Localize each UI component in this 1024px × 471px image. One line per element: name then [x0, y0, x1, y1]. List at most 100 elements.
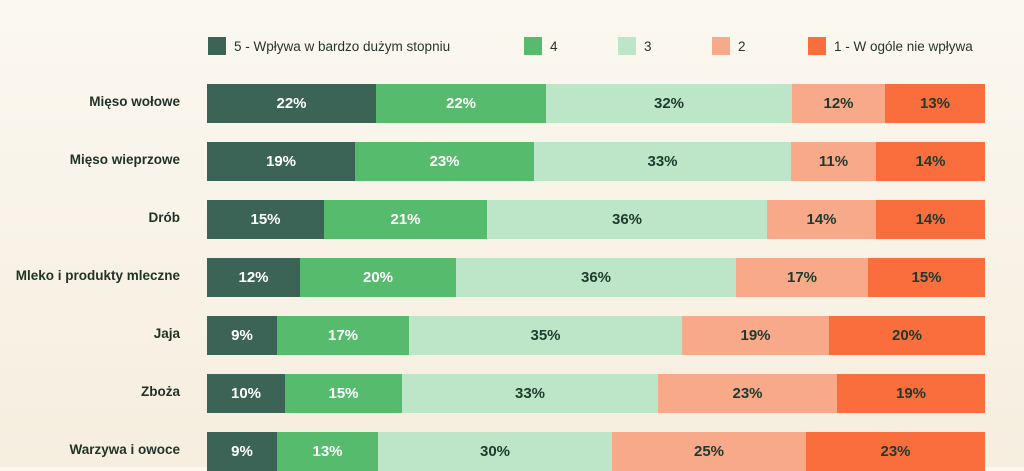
legend-swatch: [208, 37, 226, 55]
bar-segment: 14%: [876, 142, 985, 181]
data-label: 36%: [611, 211, 643, 228]
legend-label: 2: [738, 38, 746, 54]
legend-swatch: [712, 37, 730, 55]
bar-segment: 19%: [682, 316, 829, 355]
legend-label: 3: [644, 38, 652, 54]
bar-segment: 12%: [207, 258, 300, 297]
bar-segment: 36%: [487, 200, 767, 239]
data-label: 14%: [915, 211, 946, 228]
bar-segment: 23%: [658, 374, 837, 413]
bar-segment: 15%: [868, 258, 985, 297]
data-label: 19%: [265, 153, 297, 170]
data-label: 35%: [530, 327, 561, 344]
legend-item-5: 1 - W ogóle nie wpływa: [808, 36, 973, 56]
bar-segment: 11%: [791, 142, 876, 181]
bar-segment: 22%: [376, 84, 546, 123]
data-label: 19%: [740, 327, 771, 344]
bar-segment: 15%: [207, 200, 324, 239]
data-label: 17%: [786, 269, 818, 286]
data-label: 23%: [880, 443, 911, 460]
bar-row: 9% 13% 30% 25% 23%: [207, 432, 985, 471]
data-label: 22%: [276, 95, 307, 112]
bar-row: 19% 23% 33% 11% 14%: [207, 142, 985, 181]
data-label: 20%: [362, 269, 394, 286]
data-label: 14%: [915, 153, 946, 170]
bar-row: 10% 15% 33% 23% 19%: [207, 374, 985, 413]
bar-segment: 13%: [277, 432, 378, 471]
legend-swatch: [808, 37, 826, 55]
bar-segment: 14%: [876, 200, 985, 239]
bar-segment: 36%: [456, 258, 736, 297]
bar-segment: 19%: [837, 374, 985, 413]
data-label: 9%: [231, 443, 253, 460]
data-label: 9%: [231, 327, 253, 344]
legend-label: 1 - W ogóle nie wpływa: [834, 38, 973, 54]
bar-row: 9% 17% 35% 19% 20%: [207, 316, 985, 355]
bar-segment: 20%: [300, 258, 456, 297]
bar-segment: 23%: [355, 142, 534, 181]
data-label: 11%: [818, 153, 849, 170]
data-label: 12%: [823, 95, 854, 112]
data-label: 25%: [693, 443, 725, 460]
data-label: 23%: [732, 385, 763, 402]
category-label: Mięso wieprzowe: [69, 152, 180, 167]
category-label: Mleko i produkty mleczne: [15, 268, 180, 283]
bar-segment: 17%: [736, 258, 868, 297]
bar-segment: 13%: [885, 84, 985, 123]
data-label: 30%: [479, 443, 511, 460]
data-label: 21%: [390, 211, 421, 228]
legend-item-4: 2: [712, 36, 746, 56]
legend-item-2: 4: [524, 36, 558, 56]
data-label: 23%: [429, 153, 460, 170]
bar-segment: 33%: [534, 142, 791, 181]
data-label: 13%: [312, 443, 343, 460]
legend-label: 4: [550, 38, 558, 54]
bar-segment: 25%: [612, 432, 806, 471]
legend-swatch: [524, 37, 542, 55]
bar-row: 15% 21% 36% 14% 14%: [207, 200, 985, 239]
legend-swatch: [618, 37, 636, 55]
data-label: 17%: [327, 327, 359, 344]
bar-segment: 20%: [829, 316, 985, 355]
category-label: Jaja: [153, 326, 180, 341]
legend-label: 5 - Wpływa w bardzo dużym stopniu: [234, 38, 451, 54]
bar-row: 22% 22% 32% 12% 13%: [207, 84, 985, 123]
category-label: Zboża: [141, 384, 180, 399]
bar-segment: 33%: [402, 374, 658, 413]
data-label: 33%: [514, 385, 546, 402]
bar-segment: 22%: [207, 84, 376, 123]
bar-segment: 9%: [207, 316, 277, 355]
data-label: 19%: [895, 385, 927, 402]
category-label: Mięso wołowe: [89, 94, 180, 109]
data-label: 33%: [647, 153, 678, 170]
bar-segment: 15%: [285, 374, 402, 413]
data-label: 12%: [238, 269, 269, 286]
category-label: Drób: [148, 210, 181, 225]
data-label: 15%: [328, 385, 359, 402]
bar-segment: 21%: [324, 200, 487, 239]
data-label: 10%: [230, 385, 262, 402]
bar-segment: 19%: [207, 142, 355, 181]
legend-item-1: 5 - Wpływa w bardzo dużym stopniu: [208, 36, 450, 56]
bar-segment: 23%: [806, 432, 985, 471]
data-label: 13%: [919, 95, 951, 112]
legend-item-3: 3: [618, 36, 652, 56]
data-label: 20%: [891, 327, 923, 344]
category-label: Warzywa i owoce: [69, 442, 180, 457]
bar-segment: 14%: [767, 200, 876, 239]
data-label: 36%: [580, 269, 612, 286]
data-label: 15%: [911, 269, 942, 286]
bar-segment: 10%: [207, 374, 285, 413]
bar-segment: 9%: [207, 432, 277, 471]
bar-segment: 35%: [409, 316, 682, 355]
bar-segment: 30%: [378, 432, 612, 471]
data-label: 22%: [445, 95, 477, 112]
data-label: 15%: [250, 211, 281, 228]
bar-row: 12% 20% 36% 17% 15%: [207, 258, 985, 297]
bar-segment: 17%: [277, 316, 409, 355]
bar-segment: 12%: [792, 84, 885, 123]
data-label: 14%: [806, 211, 837, 228]
chart-legend: 5 - Wpływa w bardzo dużym stopniu 4 3 2 1 - …: [208, 36, 998, 56]
data-label: 32%: [653, 95, 685, 112]
